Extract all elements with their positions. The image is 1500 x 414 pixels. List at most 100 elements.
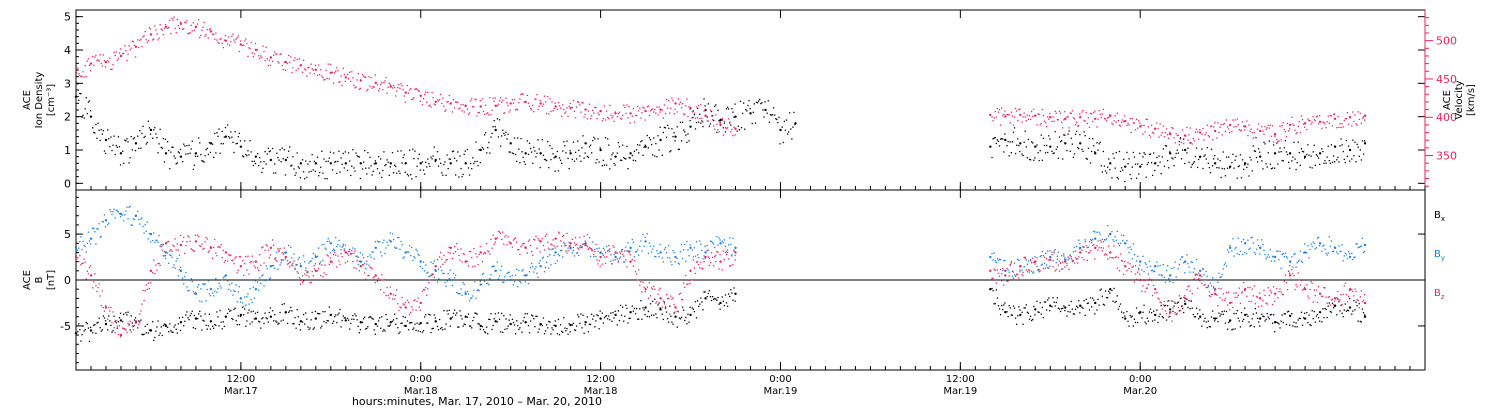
data-point [1052,297,1053,298]
data-point [727,127,728,128]
data-point [92,127,93,128]
data-point [576,106,577,107]
data-point [236,320,237,321]
data-point [1207,147,1208,148]
data-point [108,307,109,308]
data-point [85,108,86,109]
data-point [725,246,726,247]
data-point [767,113,768,114]
data-point [427,323,428,324]
data-point [442,264,443,265]
data-point [427,92,428,93]
data-point [1279,251,1280,252]
data-point [187,317,188,318]
data-point [1139,165,1141,167]
data-point [120,216,121,217]
data-point [419,255,420,256]
data-point [204,313,205,314]
data-point [1012,315,1013,316]
data-point [710,262,711,263]
data-point [375,247,377,249]
data-point [1079,113,1080,114]
data-point [554,255,555,256]
data-point [1307,118,1308,119]
data-point [122,214,123,215]
data-point [267,245,268,246]
data-point [228,309,229,310]
data-point [288,263,289,264]
data-point [446,259,447,260]
data-point [240,265,242,267]
data-point [1101,117,1102,118]
data-point [240,43,242,45]
data-point [524,247,526,249]
data-point [1272,125,1273,126]
data-point [495,97,496,98]
data-point [460,248,461,249]
data-point [650,295,651,296]
data-point [603,160,604,161]
data-point [1058,158,1059,159]
data-point [443,255,444,256]
data-point [1184,134,1186,136]
data-point [222,131,223,132]
data-point [206,149,207,150]
data-point [1250,159,1251,160]
data-point [569,107,571,109]
data-point [1148,162,1149,163]
data-point [177,258,178,259]
data-point [1086,245,1087,246]
data-point [595,244,596,245]
data-point [512,275,513,276]
data-point [308,276,309,277]
data-point [1254,132,1255,133]
data-point [597,251,598,252]
data-point [567,247,568,248]
data-point [134,319,135,320]
data-point [215,278,216,279]
data-point [147,324,148,325]
data-point [1176,276,1177,277]
data-point [231,36,232,37]
data-point [1285,140,1286,141]
data-point [535,236,536,237]
data-point [1306,252,1307,253]
data-point [127,312,128,313]
data-point [207,148,208,149]
data-point [172,147,173,148]
data-point [779,129,781,131]
data-point [240,140,241,141]
data-point [155,133,156,134]
data-point [1289,128,1290,129]
data-point [1250,325,1251,326]
data-point [733,127,734,128]
data-point [613,317,614,318]
data-point [330,162,332,164]
data-point [1016,145,1017,146]
data-point [617,116,618,117]
data-point [435,101,437,103]
data-point [460,288,461,289]
data-point [713,243,714,244]
data-point [416,323,417,324]
data-point [719,302,721,304]
data-point [156,240,157,241]
data-point [246,320,247,321]
data-point [626,266,627,267]
data-point [438,329,439,330]
data-point [490,239,491,240]
data-point [139,130,140,131]
data-point [109,209,110,210]
data-point [299,257,300,258]
data-point [572,107,573,108]
data-point [565,152,566,153]
data-point [263,323,264,324]
data-point [482,147,483,148]
data-point [1313,116,1314,117]
data-point [1051,254,1052,255]
data-point [345,76,347,78]
data-point [1352,140,1353,141]
data-point [713,125,714,126]
data-point [604,164,605,165]
data-point [1049,256,1051,258]
